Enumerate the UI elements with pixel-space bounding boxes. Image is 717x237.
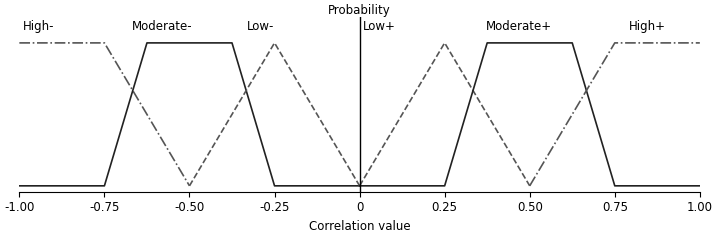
Text: Low+: Low+ xyxy=(363,20,396,33)
Title: Probability: Probability xyxy=(328,4,391,17)
Text: Moderate-: Moderate- xyxy=(132,20,192,33)
Text: Moderate+: Moderate+ xyxy=(485,20,551,33)
Text: Low-: Low- xyxy=(247,20,275,33)
Text: High+: High+ xyxy=(628,20,665,33)
Text: High-: High- xyxy=(23,20,54,33)
X-axis label: Correlation value: Correlation value xyxy=(309,220,410,233)
